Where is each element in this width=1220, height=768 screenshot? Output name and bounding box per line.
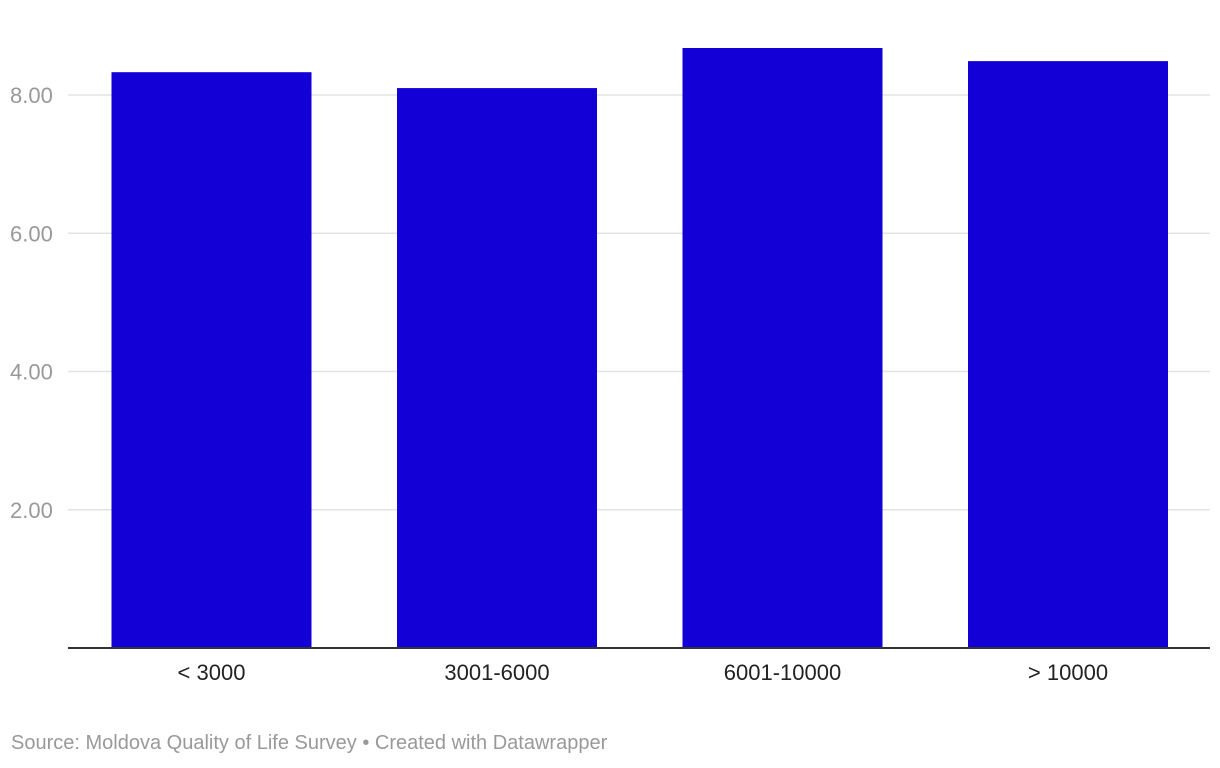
bar-chart: 2.00 4.00 6.00 8.00 < 3000 3001-6000 6001-100… — [10, 47, 1210, 685]
x-tick-label: 6001-10000 — [724, 660, 841, 685]
bars — [111, 47, 1168, 649]
bar[interactable] — [968, 61, 1168, 649]
x-axis-tick-labels: < 3000 3001-6000 6001-10000 > 10000 — [178, 660, 1109, 685]
x-tick-label: > 10000 — [1028, 660, 1108, 685]
bar[interactable] — [397, 88, 597, 648]
x-tick-label: 3001-6000 — [444, 660, 549, 685]
y-tick-label: 2.00 — [10, 498, 53, 523]
y-axis-tick-labels: 2.00 4.00 6.00 8.00 — [10, 83, 53, 523]
datawrapper-credit-link[interactable]: Created with Datawrapper — [374, 732, 608, 754]
y-tick-label: 8.00 — [10, 83, 53, 108]
chart-footer: Source: Moldova Quality of Life Survey •… — [11, 732, 607, 755]
source-link[interactable]: Moldova Quality of Life Survey — [85, 732, 357, 754]
footer-separator: • — [362, 732, 370, 754]
x-tick-label: < 3000 — [178, 660, 246, 685]
bar[interactable] — [682, 47, 883, 649]
source-prefix: Source: — [11, 732, 80, 754]
y-tick-label: 4.00 — [10, 360, 53, 385]
y-tick-label: 6.00 — [10, 221, 53, 246]
bar[interactable] — [111, 72, 312, 649]
